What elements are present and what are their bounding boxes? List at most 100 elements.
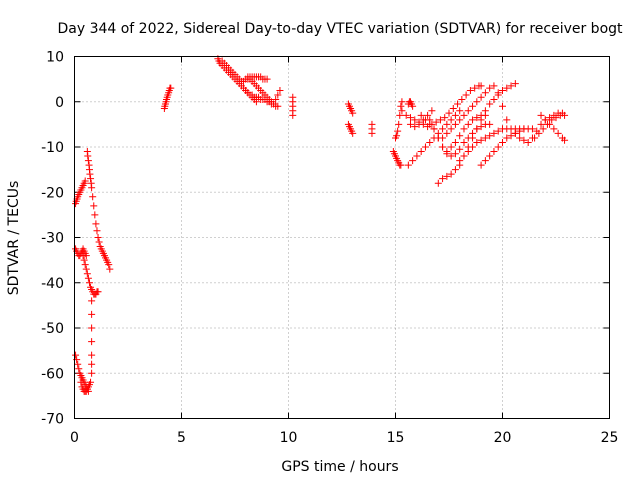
data-point xyxy=(105,261,113,269)
data-point xyxy=(75,365,83,373)
data-point xyxy=(402,111,410,119)
y-tick-label: -10 xyxy=(41,140,64,156)
data-point xyxy=(443,172,451,180)
data-point xyxy=(415,120,423,128)
data-point xyxy=(507,82,515,90)
data-point xyxy=(394,127,402,135)
data-point xyxy=(417,111,425,119)
data-point xyxy=(473,138,481,146)
data-point xyxy=(464,120,472,128)
data-point xyxy=(451,111,459,119)
data-point xyxy=(83,270,91,278)
data-point xyxy=(469,143,477,151)
data-point xyxy=(473,98,481,106)
data-point xyxy=(426,116,434,124)
data-point xyxy=(88,338,96,346)
data-point xyxy=(481,157,489,165)
data-point xyxy=(82,265,90,273)
plot-frame xyxy=(74,56,610,419)
series-seg6 xyxy=(77,297,96,395)
data-point xyxy=(528,125,536,133)
series-seg13 xyxy=(344,100,357,117)
data-point xyxy=(481,107,489,115)
data-point xyxy=(481,89,489,97)
data-point xyxy=(85,279,93,287)
data-point xyxy=(460,138,468,146)
data-point xyxy=(90,202,98,210)
data-point xyxy=(490,148,498,156)
series-seg21 xyxy=(417,111,489,156)
data-point xyxy=(79,252,87,260)
data-point xyxy=(88,360,96,368)
x-axis-tick-labels: 0 5 10 15 20 25 xyxy=(70,430,618,446)
data-point xyxy=(524,138,532,146)
series-seg30 xyxy=(406,107,436,131)
data-point xyxy=(531,134,539,142)
data-point xyxy=(88,297,96,305)
x-tick-label: 5 xyxy=(177,430,186,446)
data-point xyxy=(471,84,479,92)
y-tick-label: -30 xyxy=(41,231,64,247)
data-point xyxy=(477,82,485,90)
series-seg20 xyxy=(404,107,464,169)
data-point xyxy=(424,111,432,119)
data-point xyxy=(439,175,447,183)
data-point xyxy=(539,125,547,133)
data-point xyxy=(451,166,459,174)
data-point xyxy=(93,227,101,235)
data-point xyxy=(289,111,297,119)
data-point xyxy=(477,161,485,169)
data-point xyxy=(91,211,99,219)
data-point xyxy=(503,116,511,124)
x-tick-label: 10 xyxy=(280,430,298,446)
data-point xyxy=(94,288,102,296)
y-tick-label: -70 xyxy=(41,412,64,428)
data-point xyxy=(274,91,282,99)
data-point xyxy=(494,127,502,135)
data-point xyxy=(447,125,455,133)
data-point xyxy=(456,116,464,124)
data-point xyxy=(439,143,447,151)
data-point xyxy=(464,107,472,115)
data-point xyxy=(481,134,489,142)
series-seg4 xyxy=(83,148,114,273)
data-point xyxy=(507,132,515,140)
data-point xyxy=(486,100,494,108)
data-point xyxy=(520,125,528,133)
data-point xyxy=(554,129,562,137)
data-point xyxy=(84,152,92,160)
data-point xyxy=(469,116,477,124)
data-point xyxy=(263,75,271,83)
data-point xyxy=(456,107,464,115)
data-point xyxy=(74,360,82,368)
data-point xyxy=(413,152,421,160)
y-tick-label: -20 xyxy=(41,185,64,201)
data-point xyxy=(445,109,453,117)
series-seg16 xyxy=(389,148,405,169)
data-point xyxy=(167,84,175,92)
data-point xyxy=(541,116,549,124)
series-seg14 xyxy=(344,120,357,137)
data-point xyxy=(477,116,485,124)
data-point xyxy=(81,261,89,269)
y-tick-label: 0 xyxy=(55,95,64,111)
series-seg9 xyxy=(218,57,284,108)
data-point xyxy=(458,95,466,103)
data-point xyxy=(411,116,419,124)
data-point xyxy=(520,136,528,144)
data-point xyxy=(443,129,451,137)
data-point xyxy=(77,378,85,386)
data-point xyxy=(80,256,88,264)
data-point xyxy=(499,86,506,94)
data-point xyxy=(486,132,494,140)
data-point xyxy=(88,351,96,359)
series-seg18 xyxy=(404,98,417,110)
data-point xyxy=(88,324,96,332)
data-point xyxy=(494,89,502,97)
data-point xyxy=(511,80,519,88)
data-point xyxy=(88,184,96,192)
data-point xyxy=(454,100,462,108)
chart-title: Day 344 of 2022, Sidereal Day-to-day VTE… xyxy=(57,21,623,37)
data-point xyxy=(511,129,519,137)
series-seg24 xyxy=(439,82,511,142)
